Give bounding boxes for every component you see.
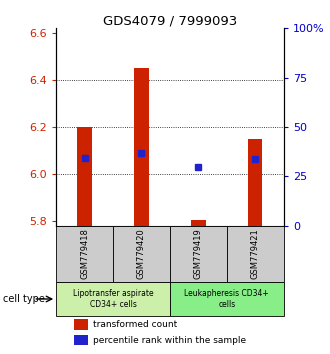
Bar: [248, 139, 262, 226]
Text: GSM779421: GSM779421: [251, 228, 260, 279]
Bar: [227, 226, 284, 282]
Bar: [170, 226, 227, 282]
Text: Lipotransfer aspirate
CD34+ cells: Lipotransfer aspirate CD34+ cells: [73, 289, 153, 309]
Title: GDS4079 / 7999093: GDS4079 / 7999093: [103, 14, 237, 27]
Text: transformed count: transformed count: [92, 320, 177, 329]
Bar: [74, 319, 88, 330]
Bar: [56, 282, 170, 316]
Text: percentile rank within the sample: percentile rank within the sample: [92, 336, 246, 344]
Bar: [113, 226, 170, 282]
Bar: [74, 335, 88, 346]
Bar: [134, 68, 148, 226]
Bar: [191, 220, 206, 226]
Bar: [78, 127, 92, 226]
Text: GSM779420: GSM779420: [137, 228, 146, 279]
Bar: [170, 282, 284, 316]
Text: GSM779419: GSM779419: [194, 228, 203, 279]
Bar: [56, 226, 113, 282]
Text: cell type: cell type: [3, 294, 45, 304]
Text: Leukapheresis CD34+
cells: Leukapheresis CD34+ cells: [184, 289, 269, 309]
Text: GSM779418: GSM779418: [80, 228, 89, 279]
